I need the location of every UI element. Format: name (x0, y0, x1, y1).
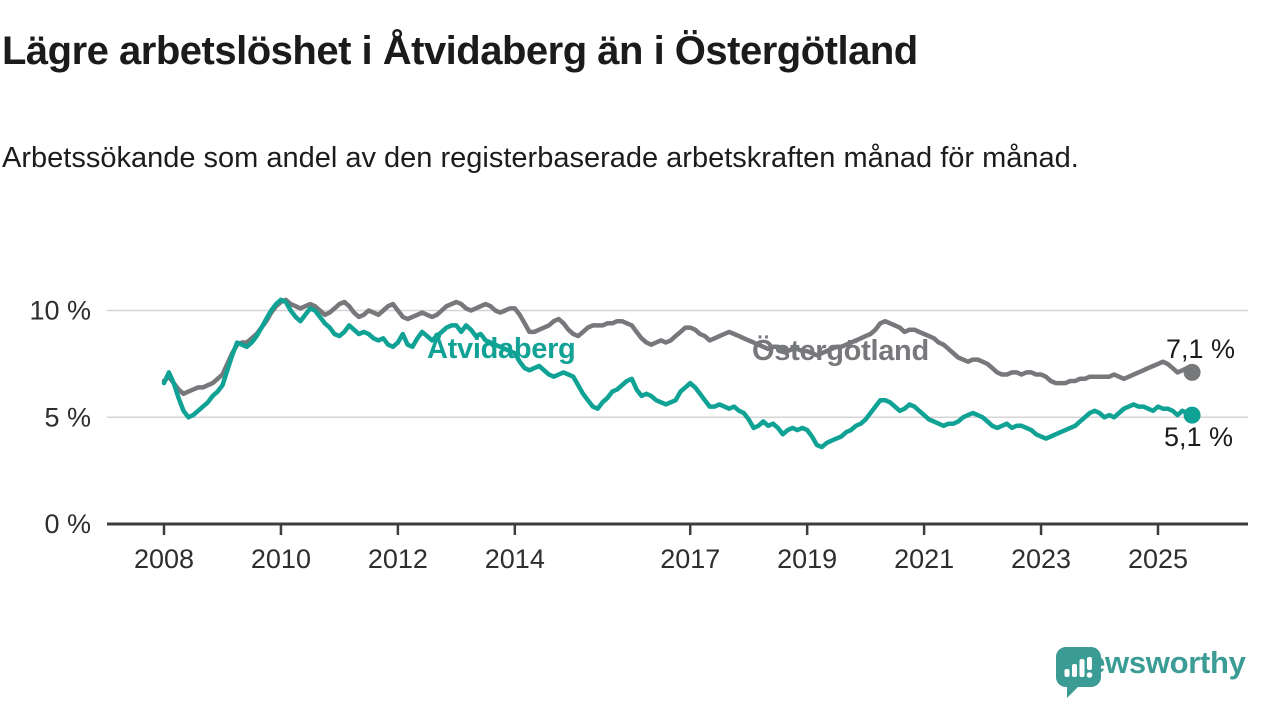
x-tick-label: 2017 (660, 544, 720, 574)
y-tick-label: 5 % (44, 402, 91, 432)
x-tick-label: 2025 (1128, 544, 1188, 574)
series-label-atvidaberg: Åtvidaberg (427, 333, 576, 365)
newsworthy-logo: Newsworthy (1056, 647, 1246, 698)
x-tick-label: 2023 (1011, 544, 1071, 574)
y-tick-label: 10 % (29, 296, 91, 326)
chart-subtitle: Arbetssökande som andel av den registerb… (2, 142, 1079, 174)
x-tick-label: 2010 (251, 544, 311, 574)
series-line-östergötland (161, 297, 1195, 397)
series-end-dot-åtvidaberg (1183, 406, 1201, 424)
end-value-label-atvidaberg: 5,1 % (1164, 422, 1234, 452)
x-tick-label: 2014 (485, 544, 545, 574)
series-line-åtvidaberg (161, 297, 1195, 450)
series-end-dot-östergötland (1183, 363, 1201, 381)
x-tick-label: 2021 (894, 544, 954, 574)
x-tick-label: 2019 (777, 544, 837, 574)
x-tick-label: 2012 (368, 544, 428, 574)
series-label-ostergotland: Östergötland (752, 335, 929, 367)
y-tick-label: 0 % (44, 509, 91, 539)
end-value-label-ostergotland: 7,1 % (1166, 334, 1236, 364)
chart-title: Lägre arbetslöshet i Åtvidaberg än i Öst… (2, 29, 918, 73)
x-tick-label: 2008 (134, 544, 194, 574)
